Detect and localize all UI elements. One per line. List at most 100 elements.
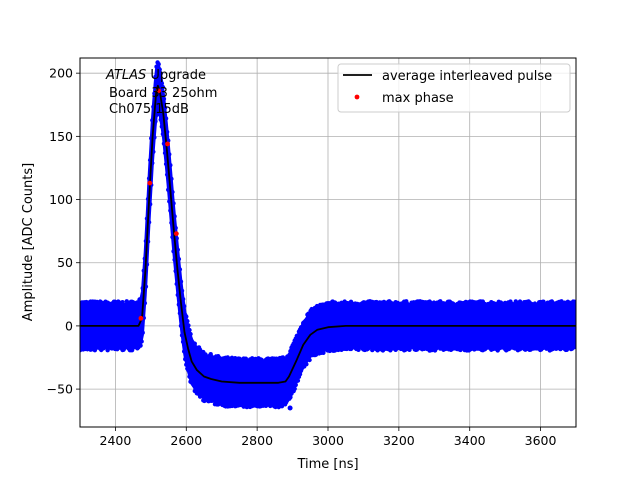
scatter-point xyxy=(156,107,161,113)
x-axis-title: Time [ns] xyxy=(296,457,358,472)
scatter-point xyxy=(140,330,145,335)
scatter-point xyxy=(307,357,312,363)
scatter-point xyxy=(168,162,173,168)
legend: average interleaved pulse max phase xyxy=(337,63,571,113)
max-phase-point xyxy=(156,88,162,94)
scatter-point xyxy=(211,398,217,403)
scatter-point xyxy=(329,345,335,350)
scatter-point xyxy=(161,96,167,102)
scatter-point xyxy=(185,318,190,324)
scatter-point xyxy=(192,341,197,346)
legend-box xyxy=(337,63,571,113)
scatter-point xyxy=(163,116,169,121)
scatter-point xyxy=(179,333,185,338)
scatter-point xyxy=(179,288,185,293)
scatter-point xyxy=(177,267,183,272)
scatter-point xyxy=(287,352,292,358)
annotation-line-1: ATLAS Upgrade xyxy=(105,68,206,83)
scatter-point xyxy=(299,324,305,330)
scatter-point xyxy=(187,374,192,379)
scatter-point xyxy=(162,150,168,156)
scatter-point xyxy=(127,302,133,308)
scatter-point xyxy=(569,303,575,308)
scatter-point xyxy=(160,84,166,90)
scatter-point xyxy=(180,296,186,302)
scatter-point xyxy=(295,334,301,339)
scatter-point xyxy=(176,302,182,307)
legend-label-average-pulse: average interleaved pulse xyxy=(382,69,552,84)
average-pulse-line xyxy=(80,84,576,384)
scatter-point xyxy=(160,131,166,137)
x-tick-label: 2800 xyxy=(241,433,273,448)
scatter-point xyxy=(186,368,191,373)
scatter-outlier xyxy=(287,405,293,411)
annotation-atlas: ATLAS xyxy=(105,68,146,83)
scatter-point xyxy=(178,279,184,284)
scatter-point xyxy=(166,187,171,192)
y-axis-title: Amplitude [ADC Counts] xyxy=(21,163,36,321)
scatter-point xyxy=(188,331,193,337)
scatter-point xyxy=(187,327,192,333)
scatter-point xyxy=(178,323,184,328)
max-phase-point xyxy=(173,231,179,237)
max-phase-point xyxy=(147,180,153,186)
x-tick-label: 2400 xyxy=(100,433,132,448)
data-area xyxy=(80,60,576,411)
scatter-point xyxy=(181,303,187,309)
scatter-point xyxy=(139,339,144,344)
annotation-upgrade: Upgrade xyxy=(146,68,206,83)
scatter-point xyxy=(183,356,188,362)
scatter-point xyxy=(161,141,167,146)
scatter-point xyxy=(138,343,143,348)
scatter-point xyxy=(157,112,162,117)
scatter-point xyxy=(159,81,165,86)
scatter-point xyxy=(304,362,309,367)
scatter-point xyxy=(297,371,303,377)
scatter-point xyxy=(476,303,481,308)
max-phase-point xyxy=(165,141,170,147)
scatter-point xyxy=(174,236,179,241)
scatter-point xyxy=(181,349,187,354)
scatter-point xyxy=(226,400,231,405)
y-tick-label: 200 xyxy=(49,66,73,81)
scatter-point xyxy=(304,317,309,323)
scatter-point xyxy=(176,256,182,262)
scatter-point xyxy=(174,281,179,287)
legend-label-max-phase: max phase xyxy=(382,91,454,106)
grid xyxy=(80,58,576,427)
scatter-point xyxy=(293,382,298,388)
y-tick-label: 0 xyxy=(65,318,73,333)
y-tick-label: 50 xyxy=(57,255,73,270)
scatter-point xyxy=(573,300,576,306)
max-phase-point xyxy=(138,315,144,321)
scatter-point xyxy=(193,386,199,392)
ticks: 2400 2600 2800 3000 3200 3400 3600 −50 0 50 100 150… xyxy=(47,66,557,448)
scatter-point xyxy=(191,382,196,388)
x-tick-label: 2600 xyxy=(170,433,202,448)
y-tick-label: 150 xyxy=(49,129,73,144)
scatter-point xyxy=(158,117,163,122)
x-tick-label: 3200 xyxy=(383,433,415,448)
x-tick-label: 3000 xyxy=(312,433,344,448)
scatter-point xyxy=(184,314,189,319)
scatter-point xyxy=(546,344,551,349)
scatter-outlier xyxy=(330,299,336,305)
y-tick-label: 100 xyxy=(49,192,73,207)
x-tick-label: 3400 xyxy=(454,433,486,448)
scatter-point xyxy=(159,124,165,129)
annotation-line-3: Ch075 15dB xyxy=(109,102,189,117)
scatter-point xyxy=(162,105,168,111)
scatter-point xyxy=(186,323,191,328)
scatter-point xyxy=(175,247,180,252)
scatter-point xyxy=(184,362,189,367)
scatter-point xyxy=(171,249,176,254)
legend-swatch-max-phase xyxy=(354,94,360,100)
annotation-line-2: Board 33 25ohm xyxy=(109,86,217,101)
scatter-point xyxy=(158,71,163,76)
scatter-point xyxy=(157,67,162,72)
scatter-point xyxy=(292,386,297,391)
scatter-point xyxy=(175,292,180,298)
scatter-point xyxy=(244,404,250,410)
scatter-point xyxy=(573,344,576,349)
